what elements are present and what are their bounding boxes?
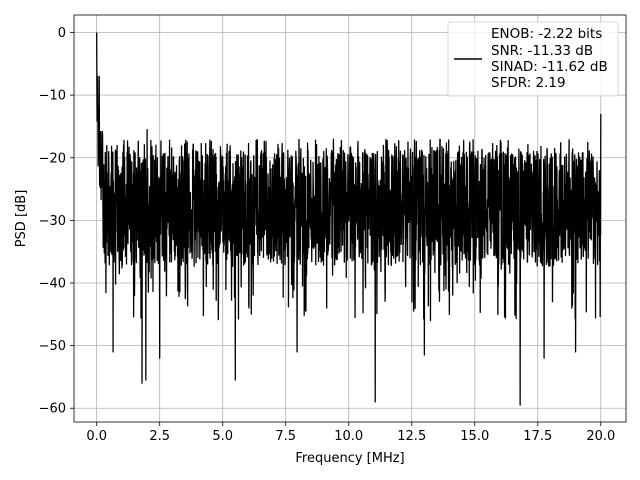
- y-tick-label: −50: [39, 339, 66, 354]
- y-tick-label: 0: [58, 26, 66, 41]
- tick-layer: 0.0 2.5 5.0 7.5 10.0 12.5 15.0 17.5 20.0 0 −10 −20 −…: [39, 26, 616, 444]
- x-tick-label: 17.5: [523, 429, 552, 444]
- x-axis-label: Frequency [MHz]: [295, 451, 404, 466]
- y-tick-label: −30: [39, 214, 66, 229]
- legend-entry-enob: ENOB: -2.22 bits: [491, 26, 602, 42]
- legend-entry-sfdr: SFDR: 2.19: [491, 75, 566, 91]
- x-tick-label: 0.0: [86, 429, 107, 444]
- y-tick-label: −20: [39, 151, 66, 166]
- x-tick-label: 20.0: [586, 429, 615, 444]
- psd-series-line: [96, 32, 602, 406]
- legend: ENOB: -2.22 bits SNR: -11.33 dB SINAD: -…: [447, 21, 619, 97]
- legend-box: [447, 21, 619, 97]
- x-tick-label: 2.5: [149, 429, 170, 444]
- y-axis-label: PSD [dB]: [14, 190, 29, 248]
- plot-frame: [73, 14, 627, 423]
- x-tick-label: 10.0: [334, 429, 363, 444]
- y-tick-label: −40: [39, 276, 66, 291]
- x-tick-label: 15.0: [460, 429, 489, 444]
- series-layer: [96, 32, 602, 406]
- legend-entry-snr: SNR: -11.33 dB: [491, 43, 593, 59]
- legend-entry-sinad: SINAD: -11.62 dB: [491, 59, 608, 75]
- y-tick-label: −60: [39, 402, 66, 417]
- x-tick-label: 7.5: [275, 429, 296, 444]
- y-tick-label: −10: [39, 89, 66, 104]
- x-tick-label: 12.5: [397, 429, 426, 444]
- x-tick-label: 5.0: [212, 429, 233, 444]
